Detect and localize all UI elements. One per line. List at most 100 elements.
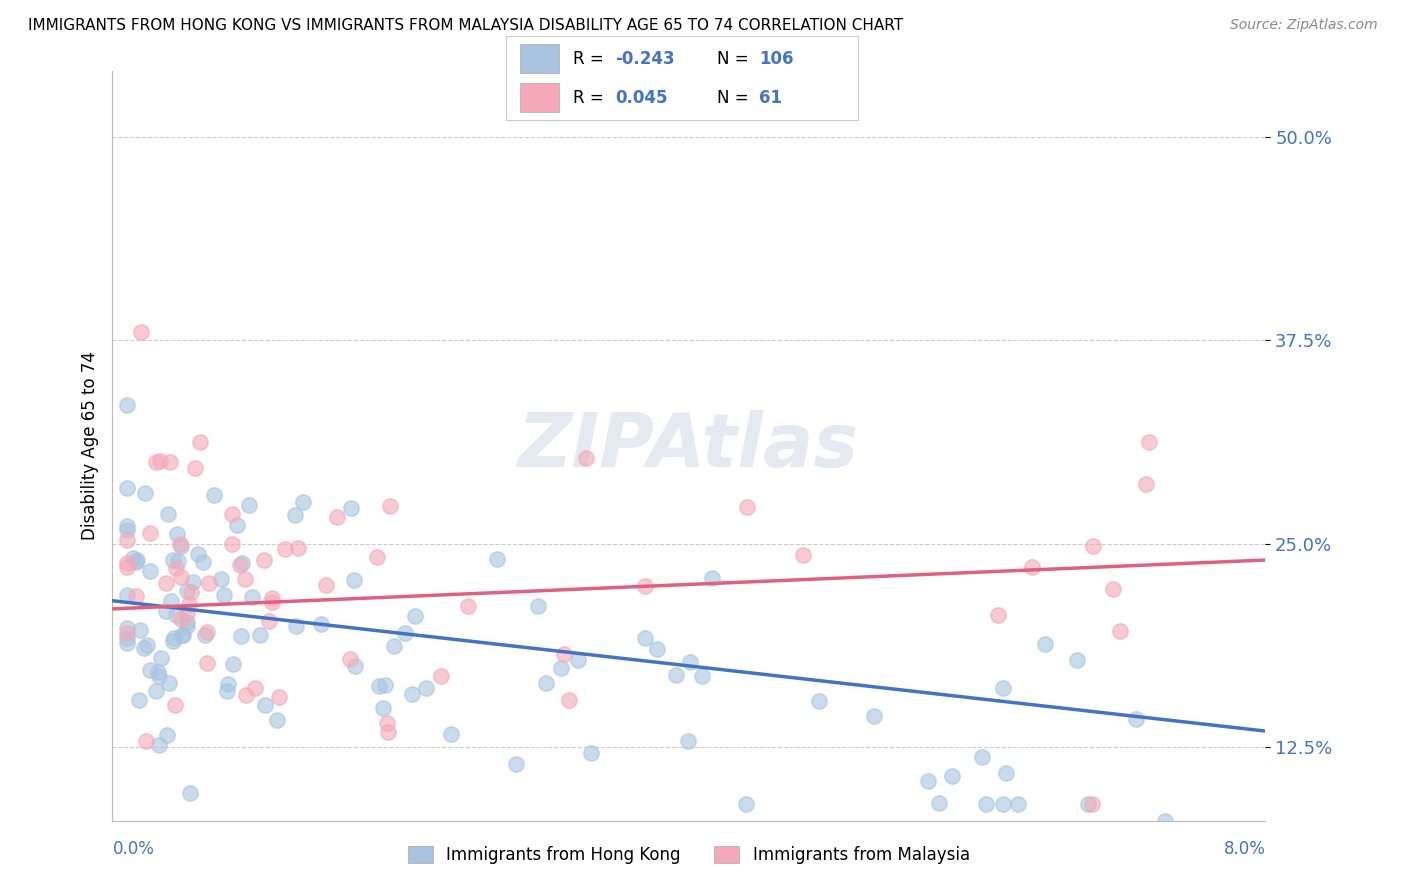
Point: [181, 575, 204, 590]
Point: [115, 556, 138, 570]
Point: [285, 619, 308, 633]
Point: [198, 576, 221, 591]
Text: 0.0%: 0.0%: [112, 840, 155, 858]
Point: [1007, 797, 1029, 812]
Point: [167, 554, 190, 568]
Point: [202, 488, 225, 502]
Point: [991, 797, 1014, 812]
Point: [238, 498, 260, 512]
Point: [139, 663, 162, 677]
Text: N =: N =: [717, 50, 754, 68]
Point: [170, 612, 193, 626]
Point: [1125, 712, 1147, 726]
Point: [125, 553, 148, 567]
Point: [634, 631, 657, 645]
Point: [375, 715, 398, 730]
Bar: [520, 83, 558, 112]
Point: [430, 668, 453, 682]
Point: [115, 636, 138, 650]
Point: [401, 687, 423, 701]
Text: 0.045: 0.045: [616, 88, 668, 106]
Point: [115, 533, 138, 547]
Text: -0.243: -0.243: [616, 50, 675, 68]
Point: [176, 607, 198, 621]
Point: [172, 628, 194, 642]
Point: [159, 455, 181, 469]
Point: [1077, 797, 1099, 812]
Point: [987, 608, 1010, 623]
Point: [217, 676, 239, 690]
Point: [162, 634, 184, 648]
Point: [1021, 560, 1043, 574]
Text: N =: N =: [717, 88, 754, 106]
Point: [634, 579, 657, 593]
Point: [115, 631, 138, 645]
Point: [567, 653, 589, 667]
Point: [135, 734, 157, 748]
Point: [217, 684, 239, 698]
Point: [377, 724, 399, 739]
Point: [187, 547, 209, 561]
Bar: [520, 44, 558, 73]
Point: [486, 551, 509, 566]
Point: [139, 526, 162, 541]
Point: [129, 325, 153, 339]
Point: [553, 647, 575, 661]
Point: [679, 655, 702, 669]
Point: [155, 604, 177, 618]
Point: [195, 656, 218, 670]
Point: [917, 773, 939, 788]
Point: [676, 734, 699, 748]
Point: [645, 642, 668, 657]
Point: [128, 693, 150, 707]
Point: [172, 628, 194, 642]
Point: [505, 757, 527, 772]
Point: [368, 679, 391, 693]
Point: [371, 700, 394, 714]
Point: [1066, 653, 1088, 667]
Point: [457, 599, 479, 614]
Point: [579, 746, 602, 760]
Point: [148, 665, 170, 679]
Point: [132, 640, 155, 655]
Point: [235, 688, 257, 702]
Point: [148, 738, 170, 752]
Point: [179, 598, 201, 612]
Point: [340, 501, 363, 516]
Point: [180, 585, 202, 599]
Point: [928, 796, 950, 810]
Point: [197, 625, 219, 640]
Point: [159, 593, 181, 607]
Point: [274, 541, 297, 556]
Point: [1033, 637, 1056, 651]
Point: [115, 621, 138, 635]
Point: [169, 539, 191, 553]
Text: 61: 61: [759, 88, 782, 106]
Point: [179, 786, 201, 800]
Point: [735, 500, 758, 515]
Point: [163, 631, 186, 645]
Point: [374, 678, 396, 692]
Point: [128, 624, 150, 638]
Point: [267, 690, 290, 704]
Point: [415, 681, 437, 695]
Point: [343, 574, 366, 588]
Point: [165, 607, 187, 622]
Point: [735, 797, 758, 812]
Point: [115, 559, 138, 574]
Y-axis label: Disability Age 65 to 74: Disability Age 65 to 74: [80, 351, 98, 541]
Point: [266, 713, 288, 727]
Point: [221, 536, 243, 550]
Point: [229, 629, 252, 643]
Point: [163, 698, 186, 712]
Point: [209, 572, 232, 586]
Point: [575, 450, 598, 465]
Point: [284, 508, 307, 523]
Point: [315, 578, 337, 592]
Point: [326, 509, 349, 524]
Point: [121, 551, 143, 566]
Point: [149, 454, 172, 468]
Point: [665, 668, 688, 682]
Point: [366, 549, 388, 564]
Point: [188, 434, 211, 449]
